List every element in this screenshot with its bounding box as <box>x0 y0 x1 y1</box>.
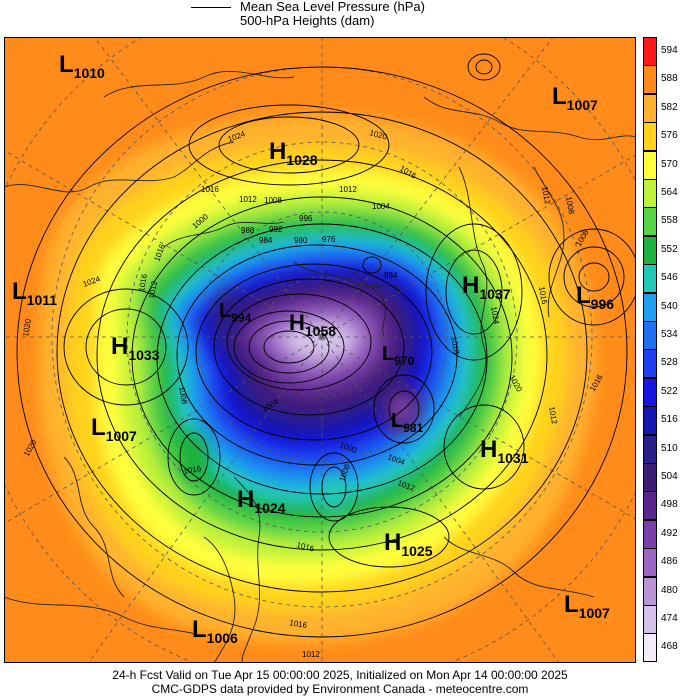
isobar-label: 1016 <box>289 618 309 630</box>
colorbar-label: 528 <box>661 357 678 369</box>
isobar-legend-line <box>191 7 231 8</box>
footer-credit: CMC-GDPS data provided by Environment Ca… <box>151 682 529 696</box>
colorbar-label: 570 <box>661 158 678 170</box>
colorbar-swatch <box>643 207 657 237</box>
colorbar-label: 576 <box>661 130 678 142</box>
isobar-label: 1016 <box>137 273 149 293</box>
colorbar-label: 594 <box>661 45 678 56</box>
weather-map: L1010 L1007 H1028 L1011 H1037 L996 H1033… <box>4 37 636 663</box>
isobar-label: 1008 <box>564 196 576 216</box>
isobar-label: 1024 <box>489 306 501 326</box>
isobar-label: 1012 <box>302 650 320 659</box>
colorbar-swatch <box>643 463 657 492</box>
colorbar-label: 540 <box>661 300 678 312</box>
colorbar-swatch <box>643 633 657 663</box>
colorbar-swatch <box>643 235 657 265</box>
colorbar-swatch <box>643 434 657 464</box>
colorbar-label: 480 <box>661 584 678 596</box>
colorbar-label: 510 <box>661 442 678 454</box>
legend: Mean Sea Level Pressure (hPa) 500-hPa He… <box>0 0 680 36</box>
colorbar-label: 468 <box>661 641 678 653</box>
colorbar-swatch <box>643 37 657 66</box>
isobar-label: 1016 <box>201 185 219 194</box>
colorbar-swatch <box>643 605 657 634</box>
isobar-label: 1016 <box>537 286 549 306</box>
map-border <box>4 37 636 663</box>
footer: 24-h Fcst Valid on Tue Apr 15 00:00:00 2… <box>0 668 680 696</box>
isobar-label: 1012 <box>239 195 257 204</box>
colorbar-swatch <box>643 576 657 606</box>
colorbar-label: 546 <box>661 272 678 284</box>
colorbar-label: 558 <box>661 215 678 227</box>
colorbar-label: 564 <box>661 187 678 198</box>
colorbar-swatch <box>643 349 657 379</box>
pressure-center-high: H1037 <box>462 272 511 302</box>
colorbar-label: 582 <box>661 101 678 113</box>
colorbar-label: 498 <box>661 499 678 511</box>
colorbar-swatch <box>643 65 657 95</box>
footer-valid-time: 24-h Fcst Valid on Tue Apr 15 00:00:00 2… <box>112 668 568 682</box>
colorbar-swatch <box>643 150 657 180</box>
isobar-label: 984 <box>384 271 398 280</box>
isobar-label: 1008 <box>264 196 282 205</box>
isobar-label: 984 <box>259 236 273 245</box>
isobar-label: 1028 <box>449 336 461 356</box>
colorbar-label: 474 <box>661 613 678 624</box>
colorbar-swatch <box>643 491 657 521</box>
pressure-center-high: H1028 <box>269 138 318 168</box>
isobar-label: 1012 <box>547 406 559 426</box>
isobar-label: 1008 <box>177 386 189 406</box>
isobar-label: 1020 <box>21 318 33 338</box>
colorbar-label: 522 <box>661 385 678 397</box>
isobar-label: 996 <box>299 214 313 223</box>
map-canvas: L1010 L1007 H1028 L1011 H1037 L996 H1033… <box>4 37 636 663</box>
isobar-label: 1016 <box>183 464 203 476</box>
colorbar-label: 492 <box>661 527 678 539</box>
colorbar: 594 588 582 576 570 564 558 552 546 540 534 528 522 5… <box>643 37 680 665</box>
isobar-label: 1004 <box>372 202 390 211</box>
isobar-label: 980 <box>294 236 308 245</box>
isobars <box>16 53 636 638</box>
colorbar-swatch <box>643 179 657 208</box>
legend-500hpa-label: 500-hPa Heights (dam) <box>240 13 375 28</box>
isobar-label: 1012 <box>339 185 357 194</box>
colorbar-swatch <box>643 93 657 123</box>
isobar-label: 988 <box>241 226 255 235</box>
colorbar-label: 534 <box>661 329 678 340</box>
colorbar-swatch <box>643 406 657 436</box>
isobar-label: 992 <box>269 225 283 234</box>
colorbar-swatch <box>643 292 657 322</box>
isobar-label: 1012 <box>540 186 552 206</box>
coastlines <box>4 70 636 663</box>
legend-mslp-label: Mean Sea Level Pressure (hPa) <box>240 0 425 14</box>
colorbar-swatch <box>643 519 657 549</box>
colorbar-swatch <box>643 122 657 152</box>
colorbar-label: 486 <box>661 556 678 568</box>
isobar-label: 976 <box>322 235 336 244</box>
colorbar-swatch <box>643 377 657 407</box>
colorbar-swatch <box>643 321 657 350</box>
colorbar-swatch <box>643 264 657 294</box>
colorbar-swatch <box>643 548 657 578</box>
colorbar-label: 552 <box>661 243 678 255</box>
colorbar-label: 588 <box>661 73 678 85</box>
colorbar-label: 516 <box>661 414 678 426</box>
isobar-label: 1012 <box>147 280 159 300</box>
colorbar-label: 504 <box>661 471 678 482</box>
